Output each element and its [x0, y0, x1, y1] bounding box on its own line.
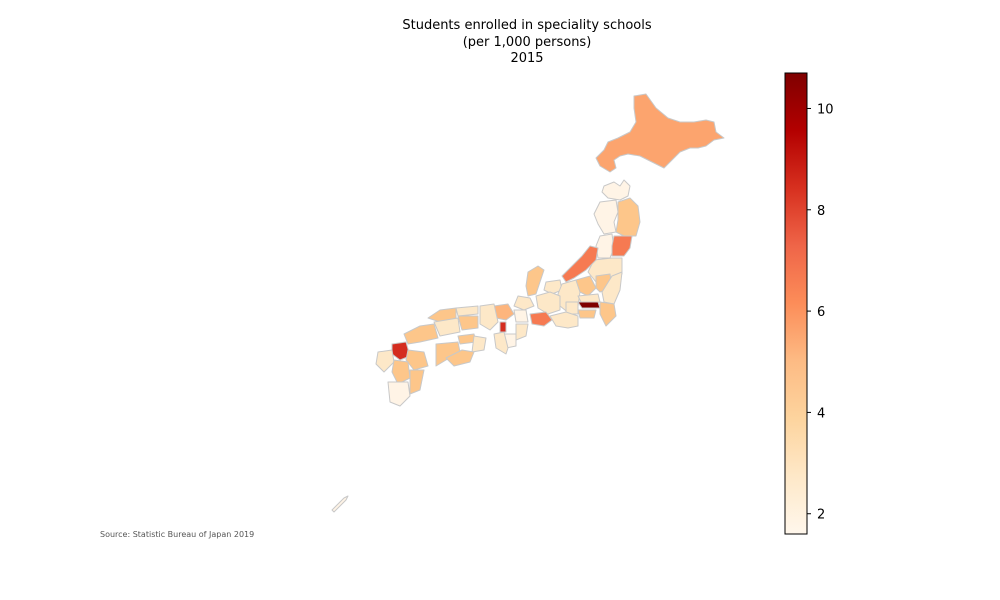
colorbar-tick-label: 10 [817, 102, 834, 117]
region-hiroshima [433, 317, 461, 337]
region-gunma [575, 275, 597, 297]
region-fukui [513, 295, 535, 311]
region-toyama [543, 279, 563, 295]
region-okayama [457, 315, 479, 331]
region-miyazaki [409, 369, 425, 395]
region-iwate [615, 197, 641, 237]
region-kochi [445, 349, 475, 367]
region-kumamoto [391, 359, 411, 385]
region-gifu [535, 291, 561, 315]
region-tokushima [471, 335, 487, 353]
region-aomori [601, 179, 631, 201]
region-shiga [513, 309, 529, 323]
colorbar-ticks: 2 4 6 8 10 [807, 102, 834, 523]
region-yamaguchi [403, 323, 439, 345]
region-niigata [561, 245, 599, 283]
region-okinawa [331, 495, 349, 513]
colorbar-gradient [784, 72, 808, 535]
region-tottori [455, 305, 479, 317]
colorbar-tick-label: 6 [817, 305, 825, 320]
region-aichi [529, 311, 553, 327]
region-wakayama [493, 331, 509, 355]
map-subtitle: (per 1,000 persons) [462, 35, 592, 50]
region-saga-nagasaki [375, 349, 395, 373]
source-note: Source: Statistic Bureau of Japan 2019 [100, 530, 255, 539]
region-shizuoka [549, 311, 579, 329]
region-miyagi [611, 235, 633, 257]
colorbar-tick-label: 4 [817, 406, 825, 421]
region-kagoshima [387, 381, 411, 407]
region-hokkaido [595, 93, 725, 173]
region-osaka [499, 321, 507, 333]
region-oita [405, 349, 429, 371]
colorbar-tick-label: 2 [817, 508, 825, 523]
map-year: 2015 [510, 51, 544, 66]
region-kanagawa [577, 309, 597, 319]
map-title: Students enrolled in speciality schools [402, 18, 652, 33]
colorbar-tick-label: 8 [817, 204, 825, 219]
region-hyogo [479, 303, 499, 331]
region-chiba [599, 301, 617, 327]
region-yamanashi [565, 301, 579, 315]
region-ishikawa [525, 265, 545, 297]
